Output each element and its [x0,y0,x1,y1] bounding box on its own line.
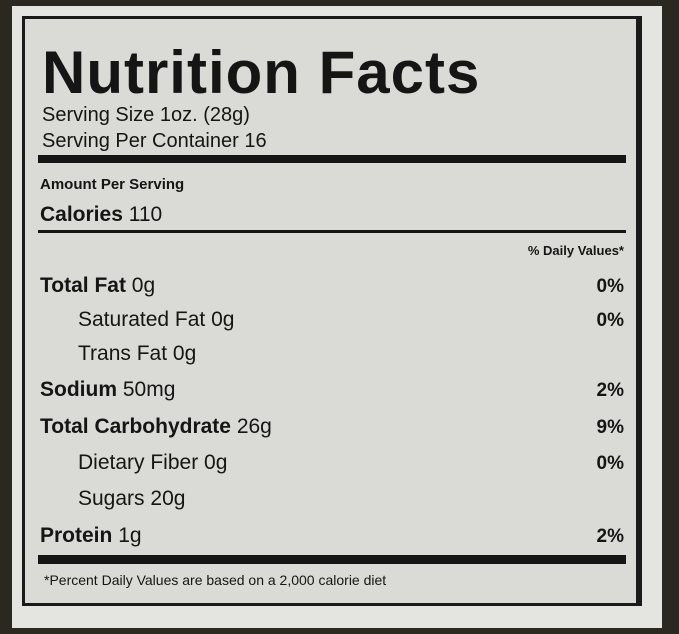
nutrient-name: Trans Fat [78,342,168,365]
nutrient-name: Total Fat [40,274,126,297]
panel-border [636,16,642,606]
nutrient-name: Protein [40,524,113,547]
nutrient-daily-value: 2% [596,526,624,547]
label-title: Nutrition Facts [42,39,481,106]
nutrient-row: Total Fat 0g [40,274,155,298]
nutrient-daily-value: 0% [596,276,624,297]
nutrient-row: Dietary Fiber 0g [78,451,227,475]
nutrient-daily-value: 9% [596,417,624,438]
calories-value: 110 [128,203,163,226]
servings-per-container: Serving Per Container 16 [42,130,267,152]
calories-label: Calories [40,203,123,226]
amount-per-serving: Amount Per Serving [40,176,185,193]
nutrient-row: Sugars 20g [78,487,185,511]
nutrient-name: Sugars [78,487,145,510]
thick-divider-bottom [38,555,626,564]
thick-divider [38,155,626,163]
nutrient-amount: 0g [211,308,235,331]
nutrient-amount: 26g [236,415,272,438]
nutrient-amount: 50mg [122,378,176,401]
nutrient-amount: 20g [150,487,186,510]
nutrient-daily-value: 0% [596,453,624,474]
footnote: *Percent Daily Values are based on a 2,0… [44,572,387,588]
nutrition-facts-panel [22,16,642,606]
thin-divider [38,230,626,233]
nutrient-row: Protein 1g [40,524,142,548]
nutrient-row: Total Carbohydrate 26g [40,415,272,439]
nutrient-daily-value: 0% [596,310,624,331]
nutrient-name: Sodium [40,378,117,401]
nutrient-row: Saturated Fat 0g [78,308,234,332]
nutrient-row: Sodium 50mg [40,378,175,402]
nutrient-amount: 0g [131,274,156,297]
nutrient-amount: 0g [172,342,197,365]
nutrient-name: Dietary Fiber [78,451,199,474]
nutrient-amount: 0g [204,451,228,474]
nutrient-name: Saturated Fat [78,308,206,331]
calories-row: Calories 110 [40,203,162,227]
nutrient-amount: 1g [118,524,142,547]
serving-size: Serving Size 1oz. (28g) [42,104,250,126]
nutrient-name: Total Carbohydrate [40,415,231,438]
nutrient-daily-value: 2% [596,380,624,401]
nutrient-row: Trans Fat 0g [78,342,196,366]
daily-values-header: % Daily Values* [527,243,624,258]
